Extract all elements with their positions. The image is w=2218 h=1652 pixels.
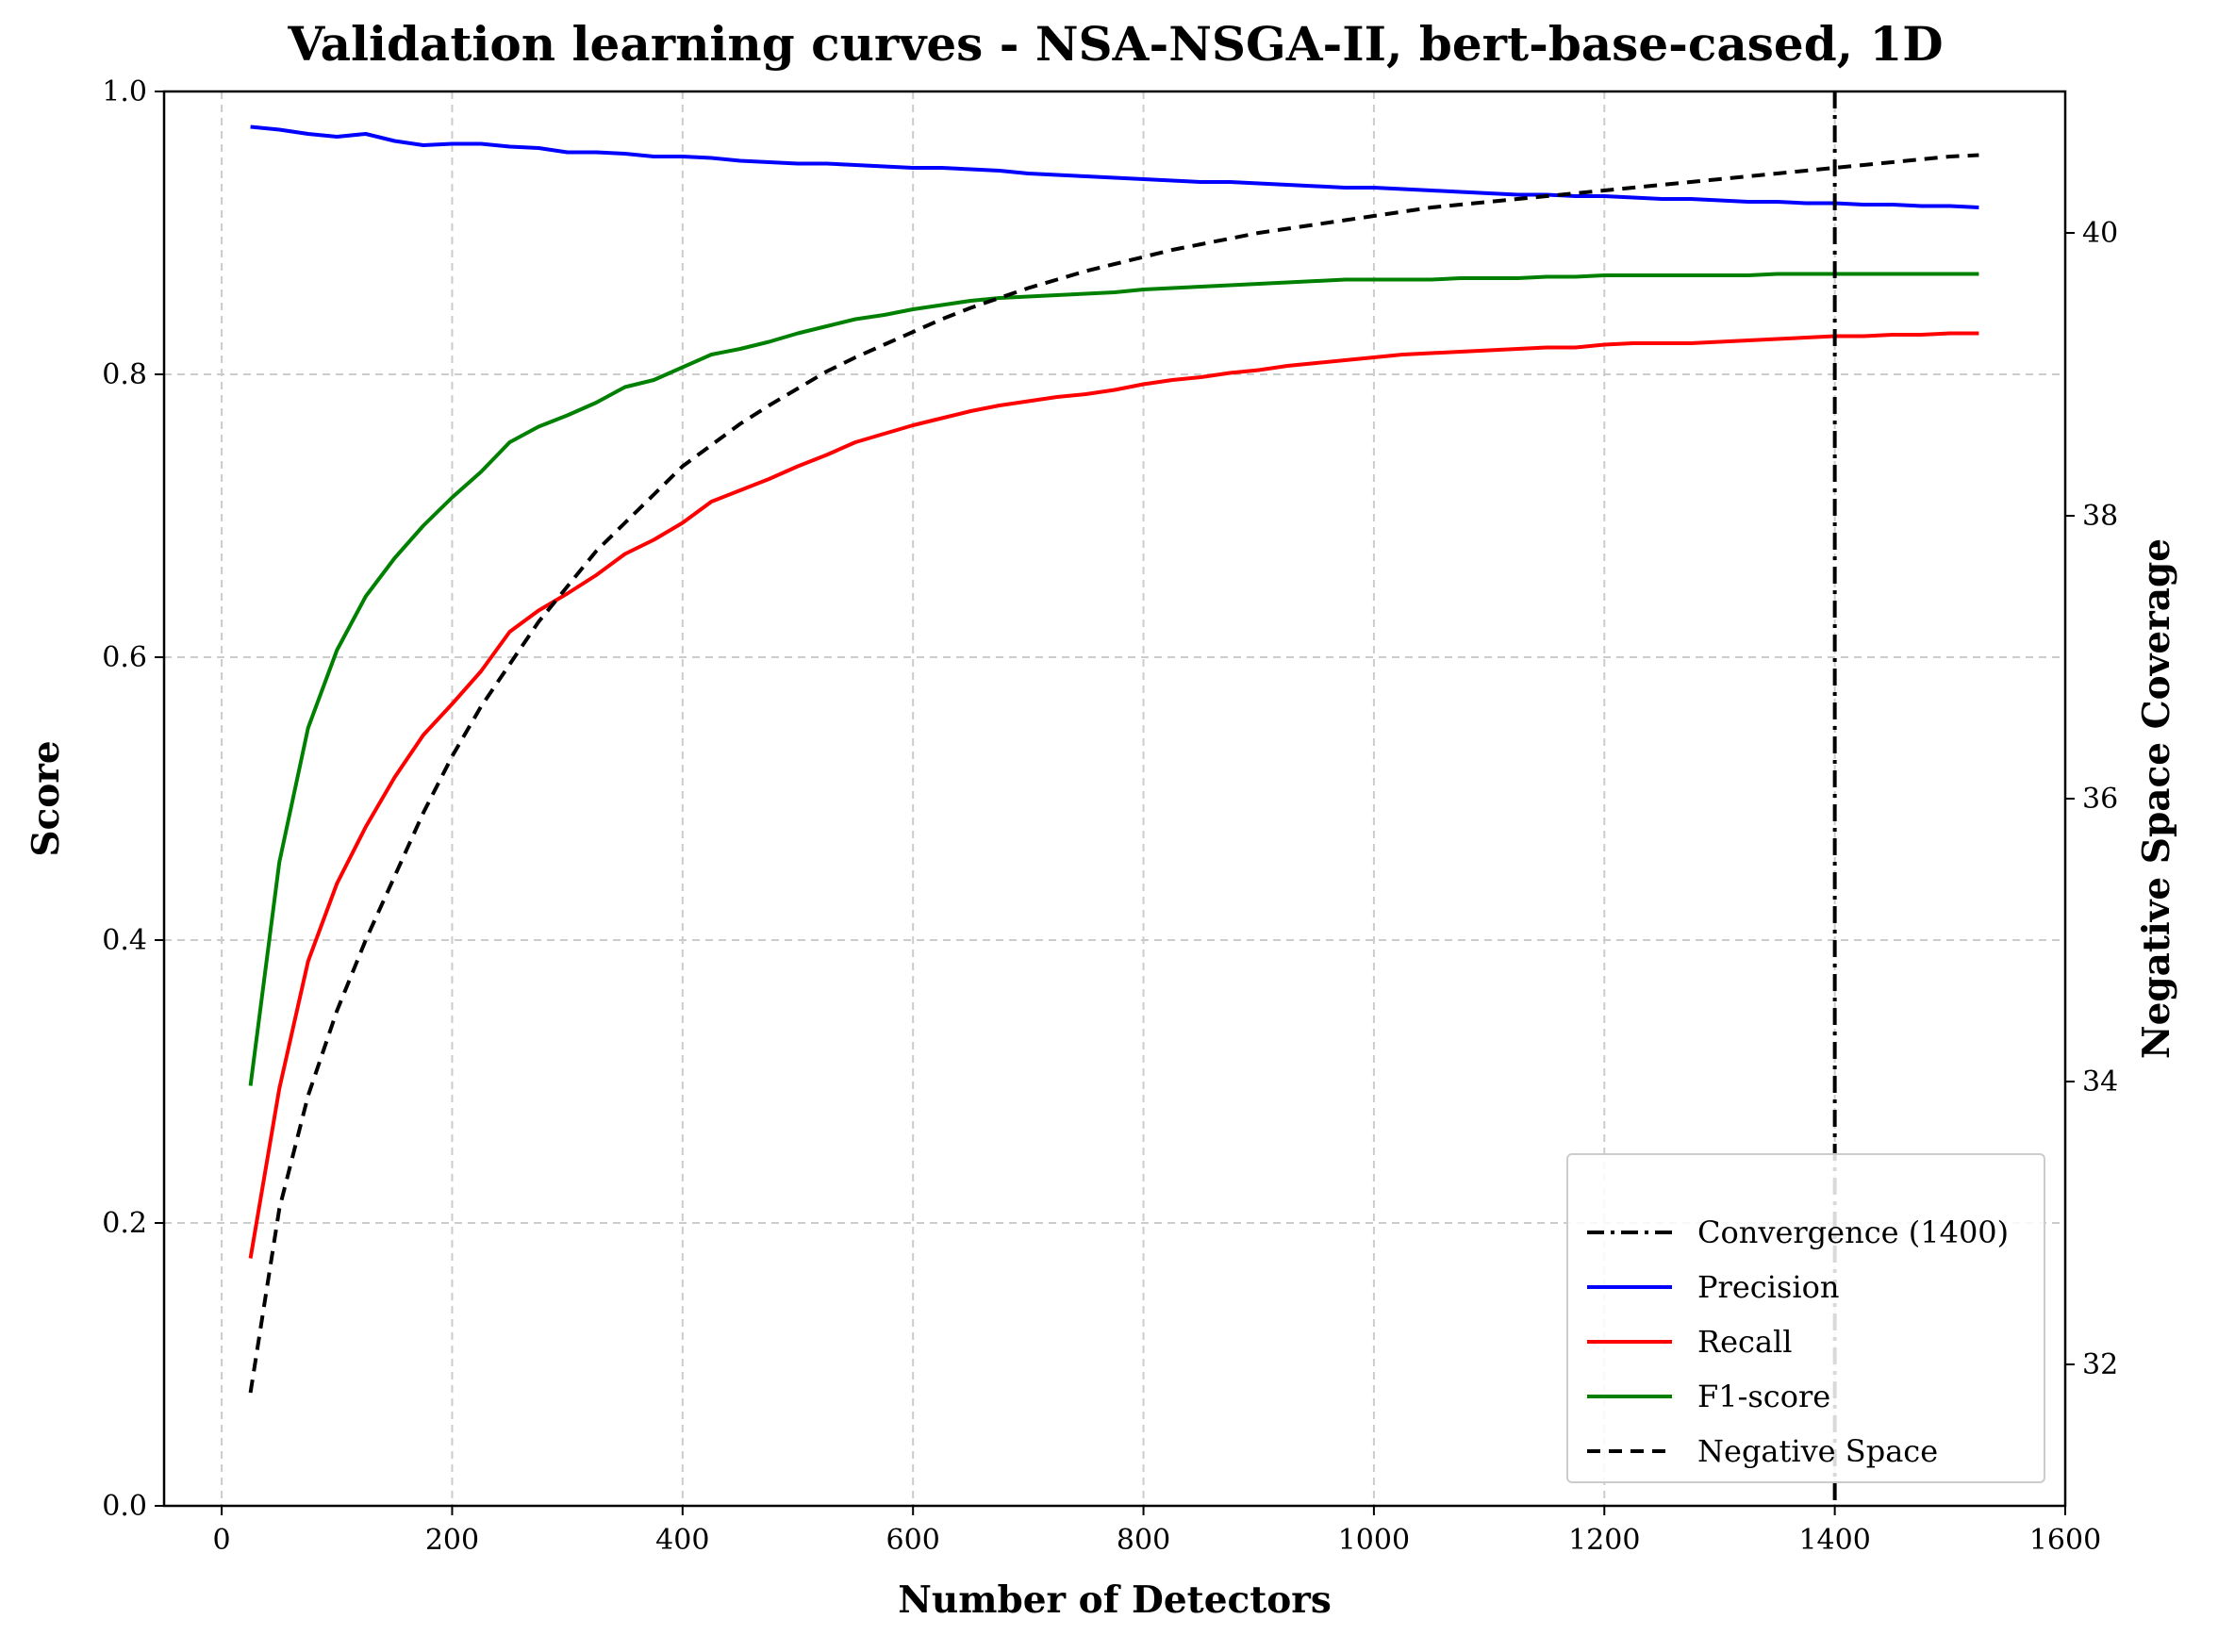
y2-tick-label: 36 xyxy=(2082,783,2118,816)
x-tick-label: 200 xyxy=(425,1524,479,1557)
legend: Convergence (1400) Precision Recall F1-scor… xyxy=(1566,1153,2045,1483)
x-tick-label: 400 xyxy=(655,1524,709,1557)
chart-title: Validation learning curves - NSA-NSGA-II… xyxy=(287,16,1943,72)
x-tick-label: 0 xyxy=(213,1524,231,1557)
y2-tick-label: 40 xyxy=(2082,217,2118,250)
x-tick-label: 1200 xyxy=(1568,1524,1640,1557)
y2-axis-label: Negative Space Coverage xyxy=(2135,538,2178,1059)
legend-label-convergence-1400-: Convergence (1400) xyxy=(1697,1214,2009,1250)
x-axis: 0 200 400 600 800 1000 1200 1400 1600 xyxy=(213,1506,2101,1557)
y-axis: 0.0 0.2 0.4 0.6 0.8 1.0 xyxy=(102,75,164,1523)
y2-tick-label: 38 xyxy=(2082,500,2118,533)
y2-axis: 32 34 36 38 40 xyxy=(2065,217,2118,1381)
series-line-recall xyxy=(248,331,1979,1259)
y-axis-label: Score xyxy=(25,740,68,856)
legend-label-recall: Recall xyxy=(1697,1324,1793,1360)
y-tick-label: 0.6 xyxy=(102,641,147,674)
legend-label-f1-score: F1-score xyxy=(1697,1379,1830,1414)
legend-label-negative-space: Negative Space xyxy=(1697,1433,1938,1469)
x-tick-label: 800 xyxy=(1117,1524,1170,1557)
y-tick-label: 0.0 xyxy=(102,1490,147,1523)
legend-box xyxy=(1566,1153,2045,1483)
series-line-precision xyxy=(250,124,1979,209)
x-tick-label: 600 xyxy=(886,1524,940,1557)
x-tick-label: 1400 xyxy=(1798,1524,1870,1557)
series-line-f1-score xyxy=(248,272,1979,1086)
series-line-negative-space xyxy=(248,153,1979,1394)
y-tick-label: 1.0 xyxy=(102,75,147,108)
x-tick-label: 1600 xyxy=(2029,1524,2101,1557)
y-tick-label: 0.4 xyxy=(102,924,147,957)
legend-label-precision: Precision xyxy=(1697,1269,1839,1305)
y2-tick-label: 32 xyxy=(2082,1348,2118,1381)
y2-tick-label: 34 xyxy=(2082,1066,2118,1099)
x-tick-label: 1000 xyxy=(1338,1524,1410,1557)
y-tick-label: 0.8 xyxy=(102,358,147,391)
x-axis-label: Number of Detectors xyxy=(898,1578,1332,1622)
y-tick-label: 0.2 xyxy=(102,1207,147,1240)
